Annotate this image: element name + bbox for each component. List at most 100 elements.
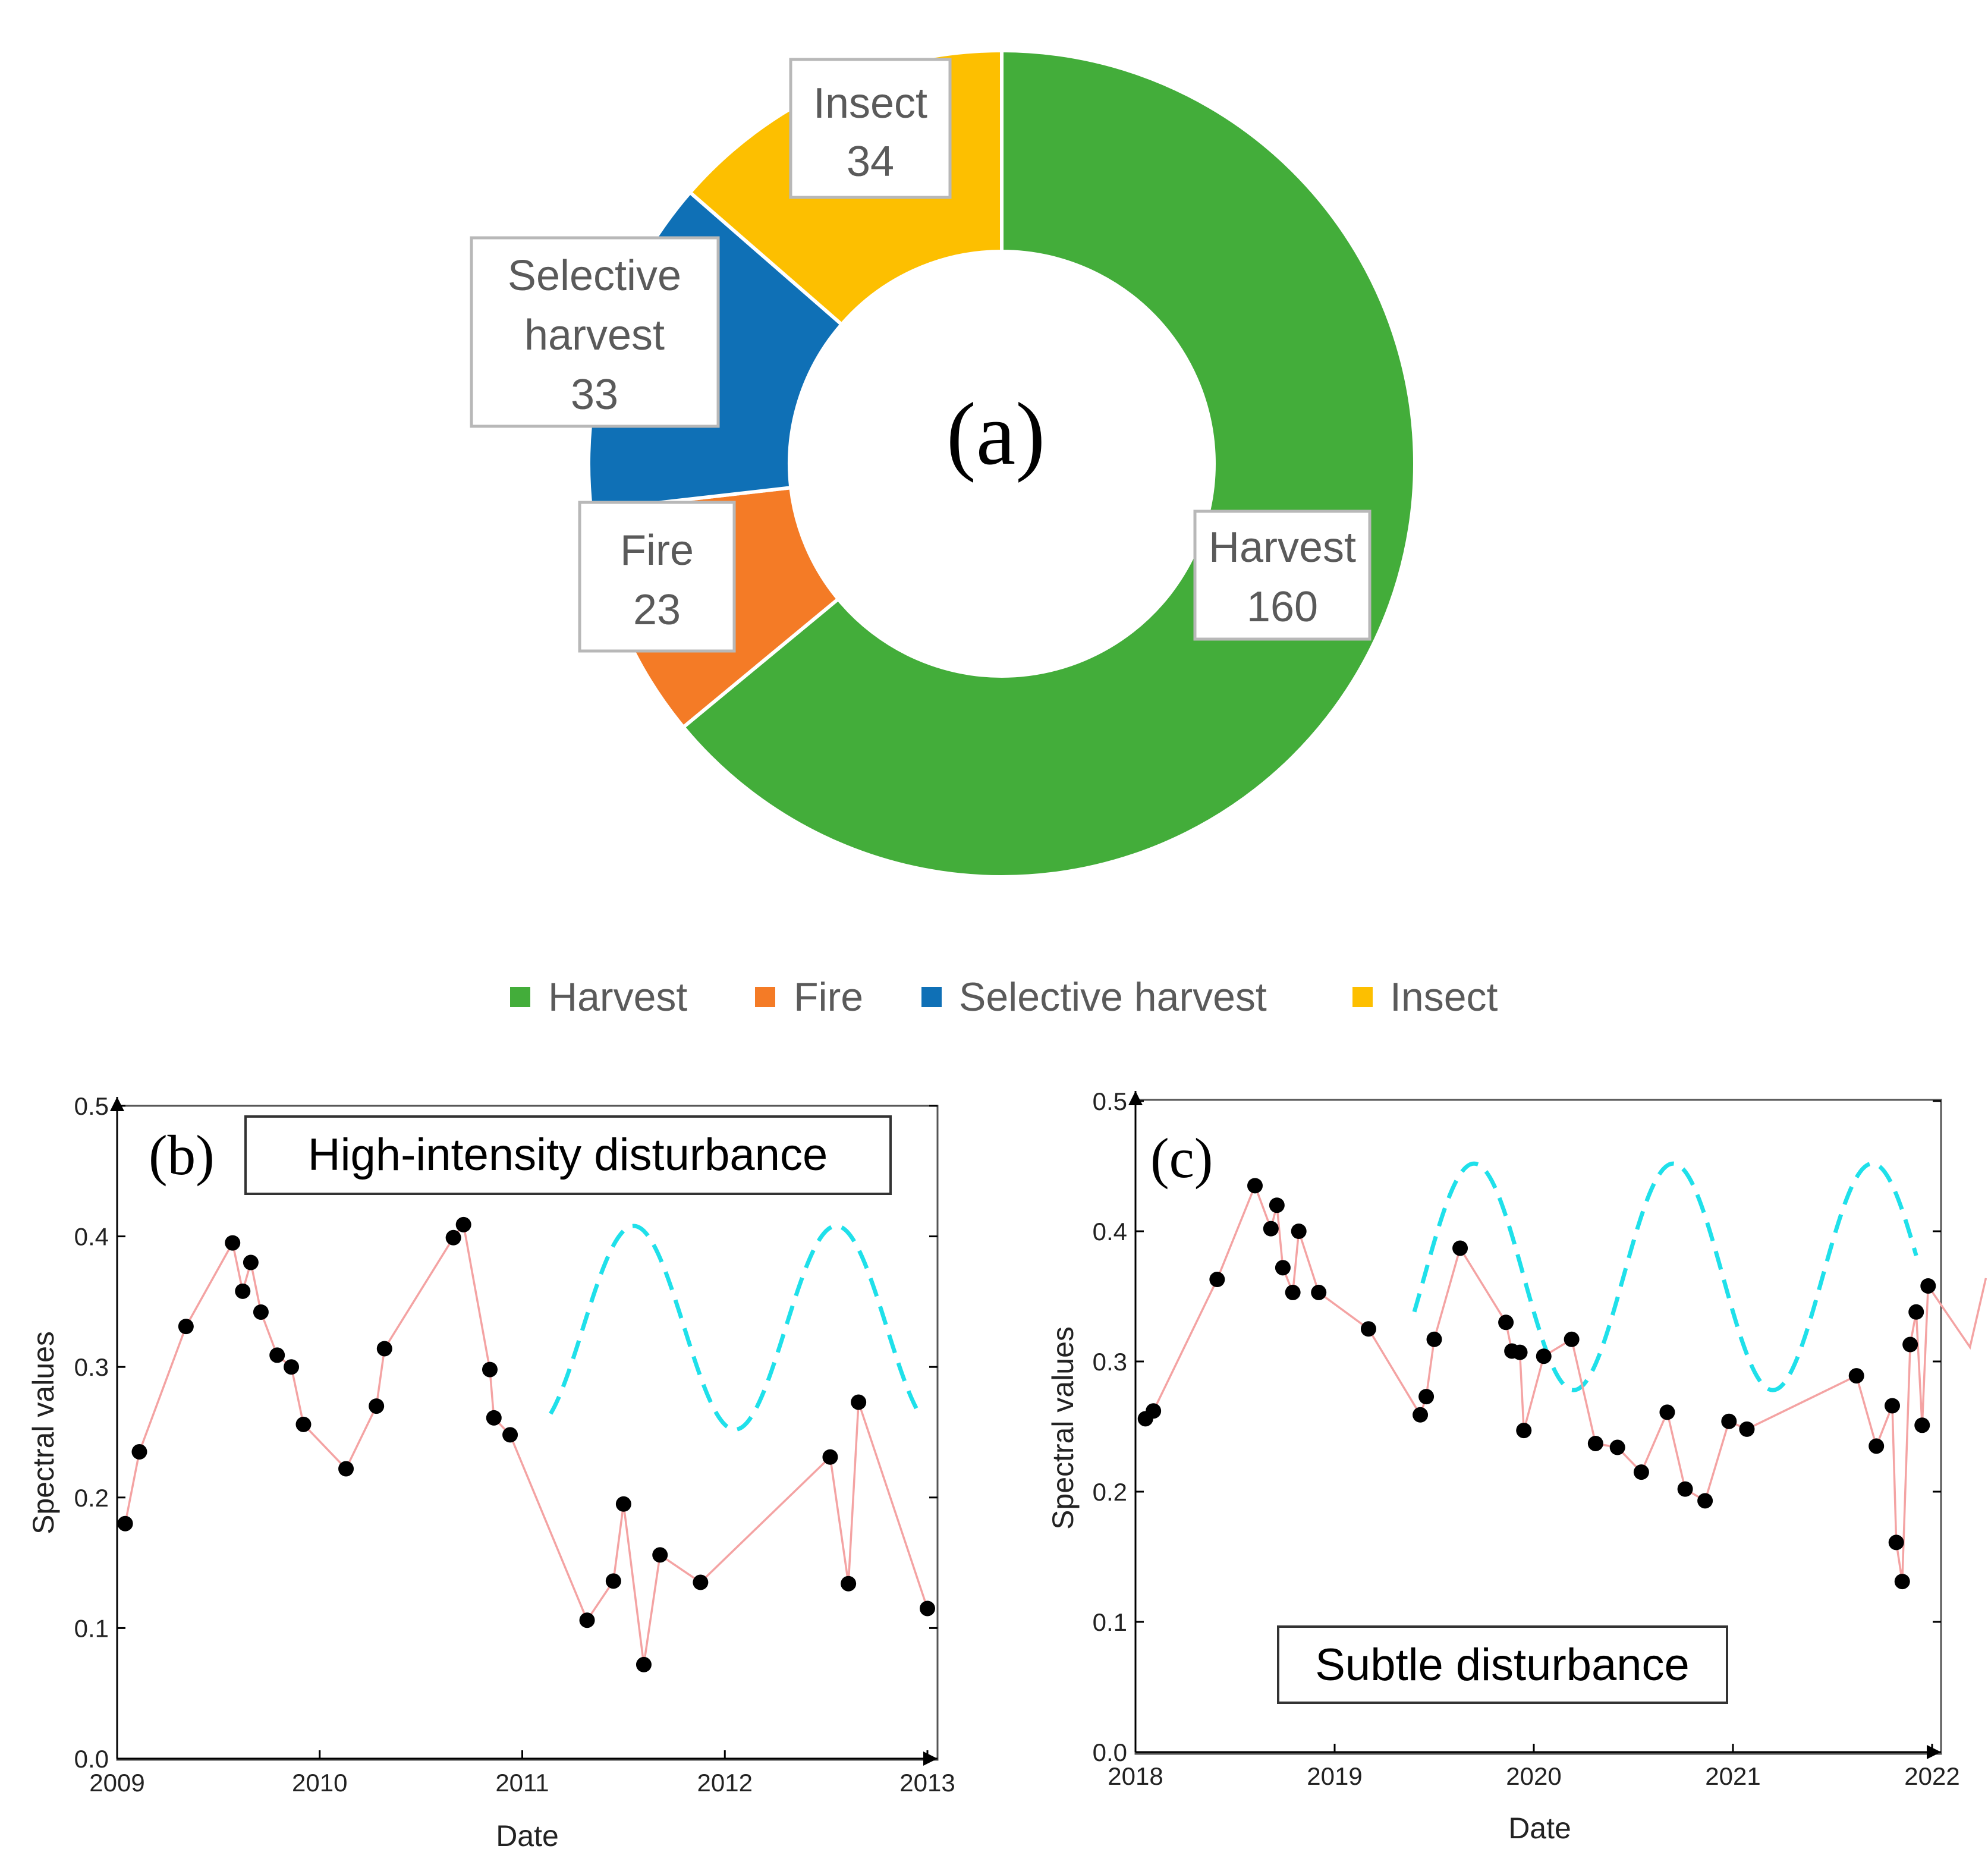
- c-ytick-label: 0.1: [1093, 1608, 1127, 1636]
- b-data-point: [841, 1575, 857, 1592]
- c-data-point: [1146, 1403, 1162, 1419]
- c-data-point: [1413, 1407, 1429, 1423]
- b-data-point: [253, 1304, 269, 1320]
- b-data-point: [338, 1461, 354, 1477]
- c-ytick-label: 0.0: [1093, 1738, 1127, 1766]
- panel-c-ylabel: Spectral values: [1046, 1326, 1080, 1530]
- svg-text:Selective: Selective: [508, 252, 681, 300]
- c-data-point: [1587, 1435, 1603, 1451]
- c-data-point: [1677, 1481, 1693, 1497]
- c-data-point: [1247, 1178, 1263, 1194]
- c-ytick-label: 0.5: [1093, 1087, 1127, 1115]
- svg-text:33: 33: [571, 371, 618, 419]
- c-data-point: [1888, 1534, 1904, 1551]
- b-data-point: [243, 1254, 259, 1271]
- c-data-point: [1512, 1344, 1528, 1360]
- panel-b-label: (b): [149, 1124, 215, 1187]
- c-data-point: [1263, 1221, 1279, 1237]
- c-xtick-label: 2018: [1108, 1762, 1163, 1790]
- legend-swatch-fire: [755, 987, 775, 1007]
- b-data-point: [502, 1427, 518, 1443]
- b-data-point: [636, 1656, 652, 1672]
- c-data-point: [1721, 1413, 1737, 1429]
- svg-text:Insect: Insect: [813, 80, 927, 127]
- b-data-point: [295, 1416, 312, 1432]
- c-data-point: [1659, 1404, 1675, 1420]
- c-series-line: [1144, 1183, 1987, 1582]
- b-series-line: [124, 1222, 929, 1665]
- svg-text:160: 160: [1247, 583, 1318, 631]
- c-data-point: [1914, 1417, 1930, 1433]
- donut-legend: Harvest Fire Selective harvest Insect: [510, 974, 1498, 1020]
- c-ytick-label: 0.4: [1093, 1218, 1127, 1246]
- c-data-point: [1516, 1423, 1532, 1439]
- b-xtick-label: 2009: [89, 1769, 144, 1797]
- c-data-point: [1536, 1348, 1552, 1364]
- b-data-point: [693, 1574, 709, 1590]
- panel-c-xlabel: Date: [1508, 1812, 1571, 1845]
- b-data-point: [235, 1283, 251, 1299]
- c-ytick-label: 0.2: [1093, 1478, 1127, 1506]
- c-data-point: [1739, 1421, 1755, 1437]
- b-data-point: [652, 1547, 668, 1563]
- panel-b-xlabel: Date: [496, 1819, 559, 1853]
- b-data-point: [117, 1515, 133, 1531]
- legend-swatch-selective-harvest: [921, 987, 942, 1007]
- panel-c-chart: 0.0 0.1 0.2 0.3 0.4 0.5 2018 2019 2020 2021 2022 (…: [1046, 1087, 1987, 1845]
- c-data-point: [1920, 1278, 1936, 1294]
- c-data-point: [1869, 1438, 1885, 1454]
- c-xtick-label: 2019: [1307, 1762, 1362, 1790]
- panel-b-ylabel: Spectral values: [27, 1331, 60, 1534]
- c-xtick-label: 2021: [1705, 1762, 1760, 1790]
- c-data-point: [1291, 1224, 1307, 1239]
- c-data-point: [1426, 1331, 1442, 1347]
- c-data-point: [1885, 1398, 1900, 1414]
- c-ytick-label: 0.3: [1093, 1348, 1127, 1376]
- b-data-point: [615, 1496, 631, 1512]
- b-data-point: [225, 1235, 241, 1251]
- b-data-point: [445, 1229, 461, 1246]
- b-data-point: [269, 1347, 285, 1363]
- panel-b-title-box: [244, 1115, 892, 1195]
- c-data-point: [1269, 1197, 1285, 1213]
- c-data-point: [1311, 1284, 1327, 1300]
- c-y-axis-arrow: [1128, 1091, 1143, 1105]
- c-xtick-label: 2022: [1904, 1762, 1959, 1790]
- legend-label-fire: Fire: [794, 974, 863, 1020]
- panel-c-title: Subtle disturbance: [1315, 1640, 1690, 1690]
- b-data-point: [178, 1319, 194, 1335]
- panel-c-title-box: [1277, 1625, 1728, 1704]
- b-ytick-label: 0.0: [74, 1745, 109, 1773]
- c-data-point: [1452, 1240, 1468, 1256]
- b-data-point: [920, 1600, 935, 1617]
- b-xtick-label: 2010: [292, 1769, 347, 1797]
- c-data-point: [1418, 1389, 1435, 1405]
- b-ytick-label: 0.5: [74, 1092, 109, 1120]
- b-ytick-label: 0.3: [74, 1353, 109, 1381]
- b-data-point: [369, 1398, 385, 1414]
- legend-label-selective-harvest: Selective harvest: [959, 974, 1267, 1020]
- legend-swatch-insect: [1352, 987, 1373, 1007]
- panel-c-label: (c): [1150, 1127, 1213, 1190]
- legend-label-insect: Insect: [1390, 974, 1498, 1020]
- c-data-point: [1894, 1574, 1910, 1590]
- b-ytick-label: 0.2: [74, 1484, 109, 1512]
- c-data-point: [1564, 1331, 1580, 1347]
- b-ytick-label: 0.4: [74, 1223, 109, 1251]
- svg-text:23: 23: [633, 586, 681, 634]
- b-data-point: [579, 1612, 595, 1628]
- svg-text:Harvest: Harvest: [1209, 524, 1356, 571]
- b-xtick-label: 2012: [697, 1769, 753, 1797]
- slice-label-selective-harvest: Selective harvest 33: [470, 236, 720, 428]
- c-data-point: [1697, 1493, 1713, 1509]
- b-data-point: [131, 1444, 147, 1460]
- c-data-point: [1609, 1439, 1625, 1455]
- c-data-point: [1498, 1314, 1514, 1331]
- b-y-axis-arrow: [110, 1097, 124, 1111]
- b-xtick-label: 2013: [899, 1769, 955, 1797]
- b-data-point: [851, 1394, 867, 1410]
- c-fit-line: [1412, 1161, 1918, 1392]
- c-data-point: [1848, 1368, 1864, 1384]
- b-data-point: [486, 1410, 502, 1426]
